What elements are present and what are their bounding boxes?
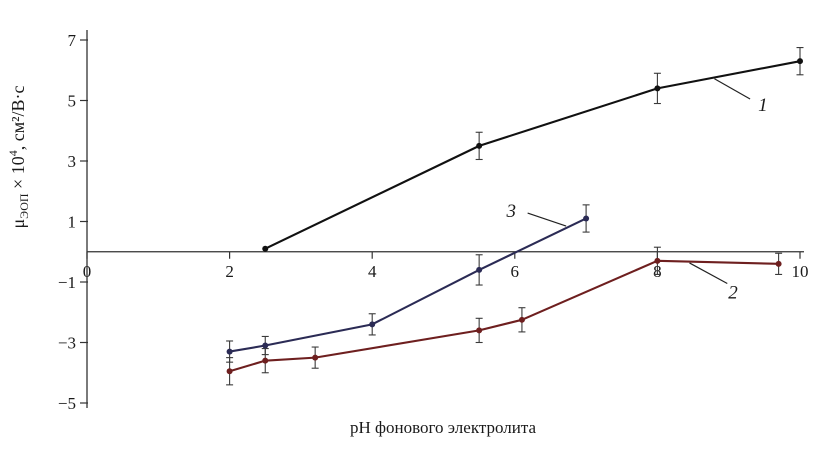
y-tick-label: 5 [68,92,77,111]
series-label-1: 1 [758,95,768,116]
series-point [369,321,376,328]
leader-line-1 [714,78,751,100]
series-point [262,342,269,349]
series-point [226,368,233,375]
series-point [775,260,782,267]
series-point [476,266,483,273]
y-tick-label: −5 [58,394,76,413]
leader-line-3 [527,212,567,227]
y-axis-label: μЭОП × 104, см²/В·с [6,86,31,229]
x-tick-label: 2 [225,262,234,281]
x-tick-label: 0 [83,262,92,281]
y-tick-label: 7 [68,31,77,50]
series-point [262,245,269,252]
series-line-1 [264,60,802,250]
series-point [654,257,661,264]
series-label-3: 3 [505,201,516,222]
series-point [583,215,590,222]
series-point [476,142,483,149]
x-tick-label: 4 [368,262,377,281]
series-point [262,357,269,364]
x-axis-label: pH фонового электролита [350,418,537,437]
series-point [518,316,525,323]
series-line-3 [228,217,588,353]
series-point [476,327,483,334]
series-point [654,85,661,92]
series-line-2 [228,259,780,373]
series-point [312,354,319,361]
leader-line-2 [689,262,728,285]
y-tick-label: −3 [58,334,76,353]
x-tick-label: 6 [511,262,520,281]
x-tick-label: 10 [792,262,809,281]
series-point [797,58,803,65]
y-tick-label: 1 [68,213,77,232]
y-tick-label: 3 [68,152,77,171]
series-point [226,348,233,355]
series-label-2: 2 [728,283,738,304]
y-tick-label: −1 [58,273,76,292]
